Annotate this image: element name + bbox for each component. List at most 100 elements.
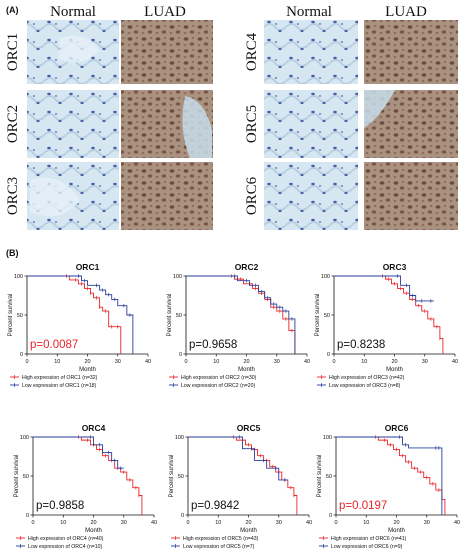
lumen-orc1-normal — [58, 35, 100, 63]
x-tick-label: 40 — [454, 520, 460, 526]
col-header-normal-left: Normal — [50, 4, 96, 20]
legend-entry: High expression of ORC6 (n=41) — [331, 536, 407, 542]
row-label-orc2: ORC2 — [5, 105, 21, 143]
x-tick-label: 20 — [84, 359, 90, 365]
y-axis-label: Percent survival — [317, 455, 323, 498]
survival-chart-2: ORC2 0 50 100 0 10 20 30 40 Percent survival Month… — [167, 262, 310, 389]
x-tick-label: 20 — [243, 359, 249, 365]
y-tick-label: 100 — [20, 435, 29, 441]
p-value: p=0.0087 — [30, 339, 78, 351]
img-orc2-normal — [27, 90, 119, 158]
y-axis-label: Percent survival — [14, 455, 20, 498]
y-axis-label: Percent survival — [169, 455, 175, 498]
y-tick-label: 0 — [329, 513, 332, 519]
legend-entry: High expression of ORC2 (n=30) — [181, 375, 257, 381]
chart-title: ORC1 — [76, 262, 100, 272]
chart-title: ORC3 — [383, 262, 407, 272]
x-tick-label: 30 — [274, 359, 280, 365]
chart-title: ORC5 — [237, 423, 261, 433]
series-line-low — [186, 275, 296, 354]
legend-entry: Low expression of ORC3 (n=8) — [329, 383, 401, 389]
x-tick-label: 0 — [334, 520, 337, 526]
x-tick-label: 0 — [332, 359, 335, 365]
row-label-orc6: ORC6 — [244, 176, 260, 215]
lumen-orc3-normal — [30, 177, 80, 217]
p-value: p=0.8238 — [337, 339, 385, 351]
x-tick-label: 10 — [215, 520, 221, 526]
chart-title: ORC6 — [385, 423, 409, 433]
col-header-luad-right: LUAD — [385, 4, 427, 20]
x-tick-label: 30 — [422, 359, 428, 365]
survival-chart-1: ORC1 0 50 100 0 10 20 30 40 Percent survival Month… — [8, 262, 151, 389]
y-tick-label: 100 — [323, 435, 332, 441]
y-tick-label: 0 — [179, 352, 182, 358]
legend-entry: High expression of ORC3 (n=42) — [329, 375, 405, 381]
y-tick-label: 50 — [324, 313, 330, 319]
y-tick-label: 100 — [321, 274, 330, 280]
x-tick-label: 30 — [115, 359, 121, 365]
x-tick-label: 30 — [424, 520, 430, 526]
survival-chart-6: ORC6 0 50 100 0 10 20 30 40 Percent survival Month… — [317, 423, 460, 550]
x-tick-label: 40 — [452, 359, 458, 365]
y-axis-label: Percent survival — [8, 294, 14, 337]
img-orc6-luad — [364, 162, 458, 230]
series-line-high — [188, 436, 298, 515]
y-tick-label: 50 — [178, 474, 184, 480]
x-tick-label: 10 — [363, 520, 369, 526]
series-line-low — [188, 436, 288, 481]
x-tick-label: 10 — [213, 359, 219, 365]
img-orc4-luad — [364, 20, 458, 84]
x-tick-label: 0 — [25, 359, 28, 365]
chart-title: ORC2 — [235, 262, 259, 272]
y-tick-label: 0 — [26, 513, 29, 519]
x-tick-label: 30 — [276, 520, 282, 526]
legend-entry: Low expression of ORC1 (n=18) — [22, 383, 97, 389]
y-tick-label: 50 — [17, 313, 23, 319]
legend-entry: High expression of ORC1 (n=32) — [22, 375, 98, 381]
series-line-low — [336, 436, 443, 515]
survival-chart-4: ORC4 0 50 100 0 10 20 30 40 Percent survival Month… — [14, 423, 157, 550]
y-tick-label: 100 — [14, 274, 23, 280]
x-tick-label: 20 — [245, 520, 251, 526]
x-tick-label: 0 — [184, 359, 187, 365]
x-tick-label: 20 — [391, 359, 397, 365]
x-tick-label: 40 — [151, 520, 157, 526]
legend-entry: Low expression of ORC5 (n=7) — [183, 544, 255, 550]
panel-a-label: (A) — [6, 5, 19, 15]
panel-b-label: (B) — [6, 248, 19, 258]
x-tick-label: 30 — [121, 520, 127, 526]
img-orc6-normal — [264, 162, 358, 230]
p-value: p=0.9858 — [36, 500, 84, 512]
y-tick-label: 50 — [326, 474, 332, 480]
col-header-luad-left: LUAD — [144, 4, 186, 20]
y-tick-label: 50 — [176, 313, 182, 319]
chart-title: ORC4 — [82, 423, 106, 433]
series-line-low — [33, 436, 124, 469]
legend-entry: High expression of ORC5 (n=43) — [183, 536, 259, 542]
survival-chart-5: ORC5 0 50 100 0 10 20 30 40 Percent survival Month… — [169, 423, 312, 550]
x-axis-label: Month — [238, 367, 255, 373]
y-axis-label: Percent survival — [315, 294, 321, 337]
legend-entry: High expression of ORC4 (n=40) — [28, 536, 104, 542]
x-tick-label: 0 — [186, 520, 189, 526]
row-label-orc1: ORC1 — [5, 33, 21, 71]
row-label-orc4: ORC4 — [244, 32, 260, 71]
y-tick-label: 100 — [175, 435, 184, 441]
p-value: p=0.9658 — [189, 339, 237, 351]
series-line-low — [27, 275, 134, 354]
row-label-orc5: ORC5 — [244, 105, 260, 143]
lumen-orc2-luad — [182, 96, 212, 158]
x-axis-label: Month — [388, 528, 405, 534]
legend-entry: Low expression of ORC2 (n=20) — [181, 383, 256, 389]
row-label-orc3: ORC3 — [5, 177, 21, 215]
series-line-high — [336, 436, 446, 515]
x-tick-label: 40 — [306, 520, 312, 526]
x-tick-label: 10 — [60, 520, 66, 526]
p-value: p=0.0197 — [339, 500, 387, 512]
img-orc1-luad — [121, 20, 213, 84]
lumen-orc5-luad — [364, 90, 395, 128]
legend-entry: Low expression of ORC6 (n=9) — [331, 544, 403, 550]
x-tick-label: 20 — [393, 520, 399, 526]
